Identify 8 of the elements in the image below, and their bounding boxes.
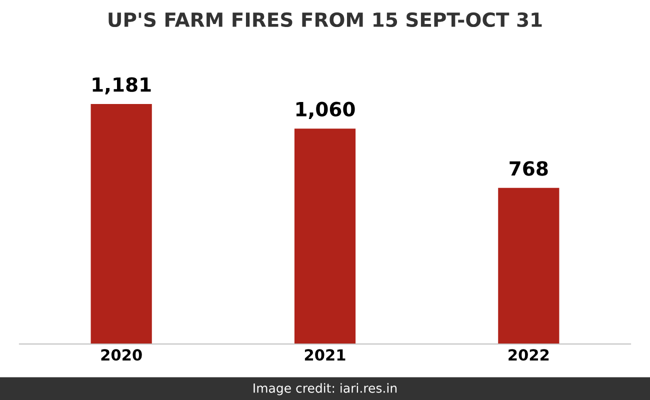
data-label: 768 bbox=[510, 161, 548, 176]
x-tick-label: 2021 bbox=[304, 349, 346, 361]
text: Image credit: iari.res.in bbox=[254, 383, 397, 396]
data-label: 1,181 bbox=[92, 77, 151, 94]
data-label: 1,060 bbox=[296, 102, 355, 119]
x-tick-label: 2020 bbox=[101, 349, 142, 361]
x-tick-label: 2022 bbox=[508, 349, 549, 361]
chart-title: UP'S FARM FIRES FROM 15 SEPT-OCT 31 bbox=[108, 12, 542, 28]
